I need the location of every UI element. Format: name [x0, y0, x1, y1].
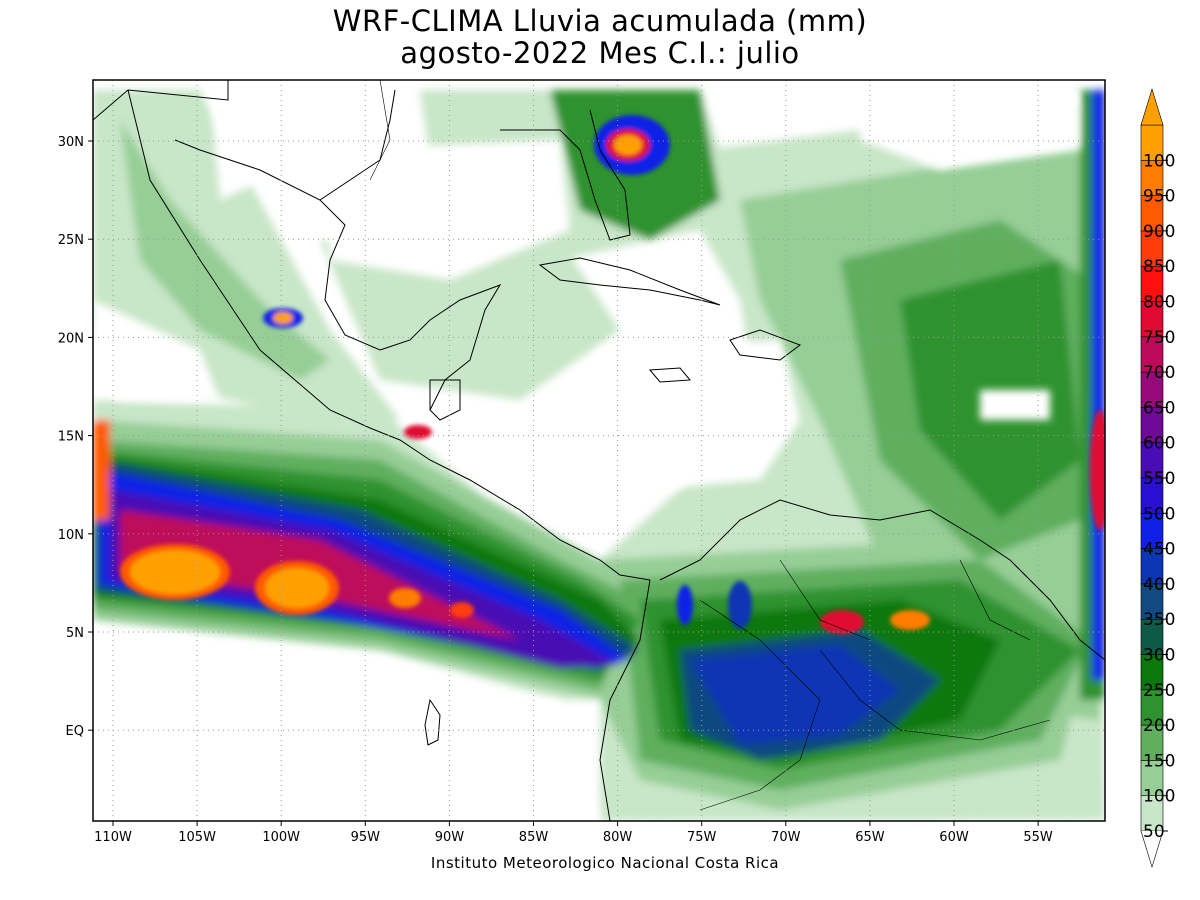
lon-tick-label: 105W — [178, 830, 216, 845]
rainfall-field — [93, 90, 1105, 821]
legend-level-label: 650 — [1143, 398, 1175, 418]
legend-level-label: 600 — [1143, 434, 1175, 454]
latitude-axis: 30N 25N 20N 15N 10N 5N EQ — [58, 135, 93, 739]
lon-tick-label: 65W — [855, 830, 885, 845]
legend-level-label: 450 — [1143, 540, 1175, 560]
lat-tick-label: 15N — [58, 430, 84, 445]
lon-tick-label: 95W — [351, 830, 381, 845]
legend-level-label: 400 — [1143, 575, 1175, 595]
lon-tick-label: 55W — [1023, 830, 1053, 845]
legend-level-label: 350 — [1143, 610, 1175, 630]
legend-level-label: 550 — [1143, 469, 1175, 489]
lon-tick-label: 85W — [519, 830, 549, 845]
legend-level-label: 100 — [1143, 787, 1175, 807]
legend-level-label: 850 — [1143, 257, 1175, 277]
legend-level-label: 150 — [1143, 751, 1175, 771]
legend-level-label: 300 — [1143, 646, 1175, 666]
map-grid — [93, 80, 1105, 821]
longitude-axis: 110W 105W 100W 95W 90W 85W 80W 75W 70W 65W 60W 55W — [94, 821, 1053, 845]
lon-tick-label: 100W — [262, 830, 300, 845]
lon-tick-label: 80W — [603, 830, 633, 845]
legend-level-label: 750 — [1143, 328, 1175, 348]
lon-tick-label: 90W — [435, 830, 465, 845]
legend-level-label: 500 — [1143, 504, 1175, 524]
lat-tick-label: 30N — [58, 135, 84, 150]
country-borders — [369, 80, 1051, 811]
legend-level-label: 100 — [1143, 151, 1175, 171]
credit-text: Instituto Meteorologico Nacional Costa R… — [430, 854, 780, 872]
lon-tick-label: 70W — [771, 830, 801, 845]
legend-level-label: 700 — [1143, 363, 1175, 383]
legend-underflow-arrow — [1140, 830, 1164, 869]
legend-level-label: 950 — [1143, 187, 1175, 207]
legend-level-label: 800 — [1143, 293, 1175, 313]
legend-level-label: 200 — [1143, 716, 1175, 736]
legend-level-label: 50 — [1143, 822, 1165, 842]
colorbar-legend: 50 100 150 200 250 300 350 400 450 500 550 600 650 70… — [1140, 87, 1175, 869]
lat-tick-label: 20N — [58, 331, 84, 346]
legend-overflow-arrow — [1140, 87, 1164, 126]
map-title: WRF-CLIMA Lluvia acumulada (mm) — [332, 4, 868, 38]
legend-level-label: 250 — [1143, 681, 1175, 701]
lon-tick-label: 75W — [687, 830, 717, 845]
map-subtitle: agosto-2022 Mes C.I.: julio — [400, 36, 800, 70]
lon-tick-label: 60W — [939, 830, 969, 845]
lat-tick-label: 10N — [58, 528, 84, 543]
legend-level-label: 900 — [1143, 222, 1175, 242]
lon-tick-label: 110W — [94, 830, 132, 845]
map-frame — [92, 79, 1106, 822]
lat-tick-label: 5N — [66, 626, 84, 641]
lat-tick-label: 25N — [58, 233, 84, 248]
lat-tick-label: EQ — [66, 724, 84, 739]
coastlines — [93, 80, 1105, 821]
